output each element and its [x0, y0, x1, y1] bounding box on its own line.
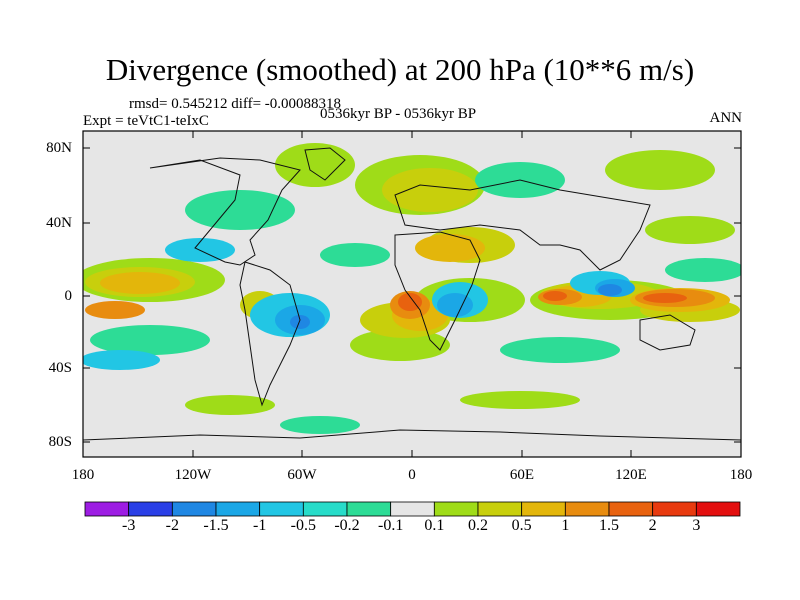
colorbar-label: 1	[561, 517, 570, 534]
x-tick-label: 60W	[287, 467, 317, 483]
axis-ticks	[83, 131, 741, 457]
x-tick-label: 120W	[174, 467, 212, 483]
colorbar-label: -0.1	[377, 517, 404, 534]
x-tick-label: 120E	[615, 467, 647, 483]
colorbar-label: 0.2	[468, 517, 488, 534]
experiment-label: Expt = teVtC1-teIxC	[83, 113, 209, 129]
colorbar-label: -0.2	[334, 517, 360, 534]
coastlines	[83, 147, 741, 441]
x-tick-label: 0	[408, 467, 416, 483]
colorbar-swatch	[390, 501, 435, 517]
colorbar-label: -3	[121, 517, 136, 534]
colorbar-swatch	[695, 501, 741, 517]
colorbar-swatch	[477, 501, 523, 517]
plot-title: Divergence (smoothed) at 200 hPa (10**6 …	[105, 52, 695, 87]
colorbar-swatch	[608, 501, 654, 517]
colorbar-label: 2	[648, 517, 657, 534]
colorbar-swatch	[433, 501, 479, 517]
y-tick-label: 40S	[48, 360, 72, 376]
colorbar-label: 0.5	[511, 517, 532, 534]
colorbar-label: -0.5	[290, 517, 316, 534]
y-tick-label: 80S	[48, 434, 72, 450]
colorbar-swatch	[128, 501, 173, 517]
period-label: 0536kyr BP - 0536kyr BP	[320, 106, 477, 122]
colorbar-swatch	[302, 501, 348, 517]
colorbar-swatch	[652, 501, 697, 517]
colorbar-swatch	[259, 501, 304, 517]
y-tick-label: 80N	[46, 140, 72, 156]
y-tick-label: 0	[64, 288, 73, 304]
field-layer	[83, 131, 741, 457]
colorbar-swatch	[346, 501, 392, 517]
colorbar-swatches	[84, 501, 741, 517]
colorbar-label: 0.1	[424, 517, 445, 534]
colorbar-label: -1	[252, 517, 267, 534]
colorbar-swatch	[215, 501, 261, 517]
colorbar-label: -2	[165, 517, 179, 534]
x-tick-label: 60E	[509, 467, 535, 483]
y-tick-label: 40N	[46, 215, 72, 231]
colorbar-swatch	[564, 501, 610, 517]
x-tick-label: 180	[71, 467, 95, 483]
season-label: ANN	[709, 110, 743, 126]
colorbar-label: 1.5	[599, 517, 619, 534]
colorbar-swatch	[171, 501, 217, 517]
colorbar-swatch	[521, 501, 566, 517]
colorbar-label: -1.5	[203, 517, 229, 534]
colorbar-swatch	[84, 501, 130, 517]
colorbar-label: 3	[692, 517, 701, 534]
x-tick-label: 180	[729, 467, 753, 483]
rmsd-diff-stats: rmsd= 0.545212 diff= -0.00088318	[129, 96, 342, 112]
